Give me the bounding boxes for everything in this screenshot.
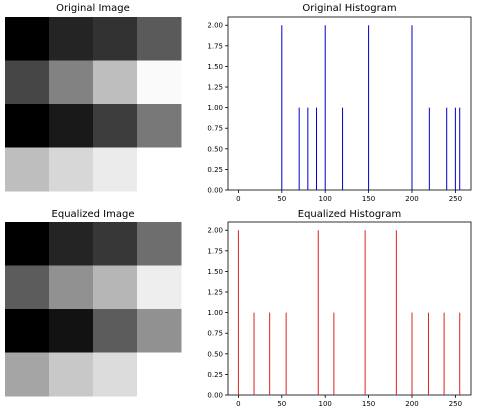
- y-tick-label: 0.00: [207, 392, 223, 400]
- y-tick-label: 0.25: [207, 371, 223, 379]
- image-pixel: [93, 265, 138, 310]
- image-pixel: [5, 147, 50, 192]
- x-tick-label: 100: [319, 195, 332, 203]
- image-pixel: [5, 309, 50, 353]
- image-pixel: [93, 104, 138, 148]
- y-tick-label: 1.75: [207, 42, 223, 50]
- y-tick-label: 0.00: [207, 187, 223, 195]
- image-pixel: [93, 17, 138, 61]
- y-tick-label: 1.00: [207, 104, 223, 112]
- image-pixel: [93, 147, 138, 192]
- y-tick-label: 1.50: [207, 63, 223, 71]
- image-pixel: [49, 147, 94, 192]
- x-tick-label: 0: [236, 400, 240, 408]
- y-tick-label: 1.25: [207, 289, 223, 297]
- image-pixel: [49, 17, 94, 61]
- image-pixel: [137, 352, 182, 397]
- y-tick-label: 0.75: [207, 125, 223, 133]
- image-pixel: [137, 309, 182, 353]
- image-pixel: [49, 104, 94, 148]
- x-tick-label: 0: [236, 195, 240, 203]
- equalized-image-title: Equalized Image: [51, 209, 135, 220]
- image-pixel: [137, 17, 182, 61]
- image-pixel: [93, 60, 138, 105]
- original-image-title: Original Image: [56, 3, 130, 14]
- image-pixel: [93, 309, 138, 353]
- x-tick-label: 150: [362, 195, 375, 203]
- x-tick-label: 50: [277, 195, 286, 203]
- plot-frame: [227, 16, 472, 191]
- x-tick-label: 150: [362, 400, 375, 408]
- image-pixel: [5, 352, 50, 397]
- y-tick-label: 1.75: [207, 247, 223, 255]
- y-tick-label: 1.25: [207, 84, 223, 92]
- y-tick-label: 0.75: [207, 330, 223, 338]
- image-pixel: [5, 60, 50, 105]
- y-tick-label: 0.50: [207, 350, 223, 358]
- x-tick-label: 250: [449, 400, 462, 408]
- y-tick-label: 1.00: [207, 309, 223, 317]
- image-pixel: [49, 265, 94, 310]
- y-tick-label: 1.50: [207, 268, 223, 276]
- image-pixel: [49, 309, 94, 353]
- image-pixel: [137, 104, 182, 148]
- y-tick-label: 2.00: [207, 22, 223, 30]
- equalized-histogram-title: Equalized Histogram: [297, 209, 402, 220]
- image-pixel: [49, 60, 94, 105]
- y-tick-label: 0.50: [207, 145, 223, 153]
- image-pixel: [93, 222, 138, 266]
- x-tick-label: 250: [449, 195, 462, 203]
- image-pixel: [5, 104, 50, 148]
- y-tick-label: 2.00: [207, 227, 223, 235]
- image-pixel: [5, 265, 50, 310]
- x-tick-label: 200: [405, 195, 418, 203]
- image-pixel: [49, 352, 94, 397]
- image-pixel: [137, 222, 182, 266]
- image-pixel: [49, 222, 94, 266]
- image-pixel: [137, 265, 182, 310]
- x-tick-label: 200: [405, 400, 418, 408]
- x-tick-label: 50: [277, 400, 286, 408]
- image-pixel: [93, 352, 138, 397]
- x-tick-label: 100: [319, 400, 332, 408]
- y-tick-label: 0.25: [207, 166, 223, 174]
- original-histogram-title: Original Histogram: [302, 3, 397, 14]
- image-pixel: [5, 222, 50, 266]
- image-pixel: [137, 147, 182, 192]
- image-pixel: [137, 60, 182, 105]
- image-pixel: [5, 17, 50, 61]
- plot-frame: [227, 221, 472, 396]
